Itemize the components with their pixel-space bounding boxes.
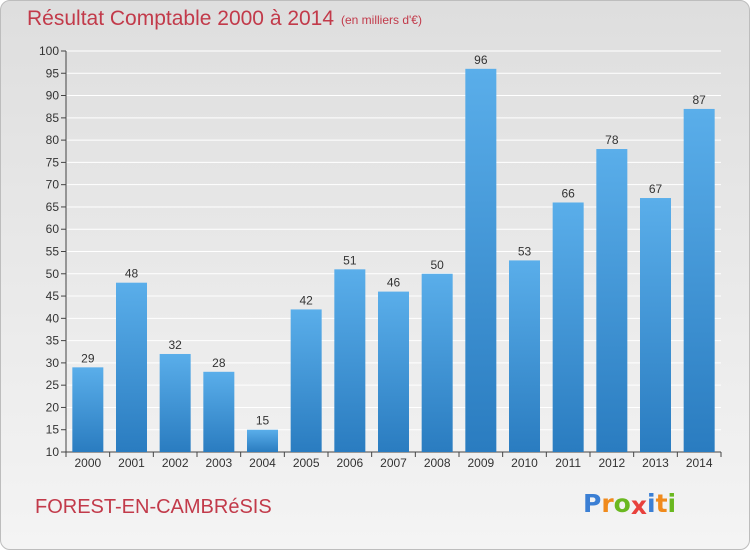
bar <box>640 198 671 452</box>
data-label: 96 <box>474 53 488 67</box>
y-tick-label: 70 <box>46 178 60 192</box>
x-tick-label: 2001 <box>118 456 145 470</box>
commune-name: FOREST-EN-CAMBRéSIS <box>35 496 272 518</box>
chart-title: Résultat Comptable 2000 à 2014 <box>27 7 335 30</box>
logo-letter: t <box>655 489 668 518</box>
y-tick-label: 15 <box>46 423 60 437</box>
x-tick-label: 2011 <box>555 456 581 470</box>
x-tick-label: 2000 <box>74 456 101 470</box>
bar <box>116 282 147 452</box>
y-tick-label: 40 <box>46 311 60 325</box>
data-label: 87 <box>692 93 706 107</box>
data-label: 28 <box>212 356 226 370</box>
bar <box>509 260 540 452</box>
data-label: 48 <box>125 267 139 281</box>
bar <box>247 429 278 452</box>
y-tick-label: 10 <box>46 445 60 459</box>
proxiti-logo[interactable]: Proxiti <box>583 489 677 520</box>
y-tick-label: 25 <box>46 378 60 392</box>
logo-letter: x <box>630 491 647 520</box>
bar <box>596 149 628 452</box>
x-tick-label: 2005 <box>293 456 320 470</box>
x-tick-label: 2003 <box>205 456 232 470</box>
x-tick-label: 2007 <box>380 456 407 470</box>
bar <box>683 108 715 452</box>
y-tick-label: 55 <box>46 245 60 259</box>
bars <box>72 68 715 453</box>
x-tick-label: 2009 <box>467 456 494 470</box>
x-tick-label: 2008 <box>424 456 451 470</box>
x-tick-label: 2006 <box>336 456 363 470</box>
data-label: 50 <box>430 258 444 272</box>
y-tick-label: 85 <box>46 111 60 125</box>
data-label: 42 <box>299 293 313 307</box>
x-tick-label: 2012 <box>598 456 625 470</box>
y-tick-label: 100 <box>39 44 59 58</box>
y-tick-label: 60 <box>46 222 60 236</box>
bar <box>290 309 322 452</box>
data-label: 15 <box>256 414 270 428</box>
data-label: 29 <box>81 351 95 365</box>
logo-letter: i <box>647 489 656 518</box>
y-tick-label: 20 <box>46 400 60 414</box>
chart-subtitle: (en milliers d'€) <box>341 13 422 27</box>
y-tick-label: 35 <box>46 334 60 348</box>
y-tick-label: 30 <box>46 356 60 370</box>
x-tick-label: 2004 <box>249 456 276 470</box>
x-tick-label: 2002 <box>162 456 189 470</box>
logo-letter: P <box>583 489 602 518</box>
bar <box>159 353 191 452</box>
logo-letter: r <box>601 489 614 518</box>
y-tick-label: 75 <box>46 155 60 169</box>
bar <box>421 273 453 452</box>
y-tick-label: 45 <box>46 289 60 303</box>
data-label: 46 <box>387 276 401 290</box>
data-label: 67 <box>649 182 663 196</box>
bar <box>72 367 104 452</box>
bar <box>203 371 235 452</box>
data-label: 51 <box>343 253 357 267</box>
x-tick-label: 2010 <box>511 456 538 470</box>
y-tick-label: 50 <box>46 267 60 281</box>
y-tick-label: 95 <box>46 66 60 80</box>
data-label: 53 <box>518 244 532 258</box>
data-label: 32 <box>168 338 182 352</box>
bar <box>552 202 584 452</box>
logo-letter: i <box>667 489 677 518</box>
y-tick-label: 65 <box>46 200 60 214</box>
data-labels: 29 48 32 28 15 42 51 46 50 96 53 66 78 67 87 <box>81 53 706 428</box>
logo-letter: o <box>613 489 631 518</box>
bar <box>334 269 366 452</box>
data-label: 78 <box>605 133 619 147</box>
bar <box>378 291 409 452</box>
y-tick-label: 80 <box>46 133 60 147</box>
data-label: 66 <box>561 186 575 200</box>
x-tick-label: 2014 <box>686 456 713 470</box>
bar <box>465 68 497 453</box>
x-tick-label: 2013 <box>642 456 669 470</box>
y-tick-label: 90 <box>46 89 60 103</box>
